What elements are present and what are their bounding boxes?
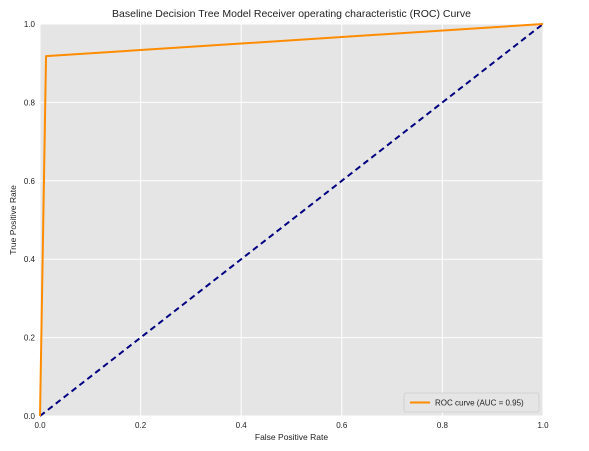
y-tick-labels: 0.0 0.2 0.4 0.6 0.8 1.0	[24, 20, 36, 421]
x-gridlines	[39, 24, 544, 416]
y-axis-label: True Positive Rate	[8, 185, 18, 255]
x-axis-label: False Positive Rate	[255, 432, 328, 442]
x-tick-label: 0.6	[336, 421, 348, 430]
legend: ROC curve (AUC = 0.95)	[403, 392, 540, 413]
x-tick-label: 0.8	[437, 421, 449, 430]
x-tick-labels: 0.0 0.2 0.4 0.6 0.8 1.0	[34, 421, 549, 430]
y-tick-label: 1.0	[24, 20, 36, 29]
y-gridlines	[40, 23, 543, 417]
series-layer	[39, 23, 544, 417]
y-tick-label: 0.6	[24, 177, 36, 186]
chart-title: Baseline Decision Tree Model Receiver op…	[112, 8, 471, 20]
x-tick-label: 0.4	[236, 421, 248, 430]
legend-box	[403, 392, 540, 413]
legend-label-roc: ROC curve (AUC = 0.95)	[435, 399, 524, 408]
x-tick-label: 1.0	[537, 421, 549, 430]
y-tick-label: 0.2	[24, 334, 36, 343]
x-tick-label: 0.0	[34, 421, 46, 430]
y-tick-label: 0.0	[24, 412, 36, 421]
chance-line	[39, 23, 544, 417]
y-tick-label: 0.4	[24, 255, 36, 264]
roc-curve-line	[39, 23, 544, 417]
y-tick-label: 0.8	[24, 98, 36, 107]
x-tick-label: 0.2	[135, 421, 147, 430]
